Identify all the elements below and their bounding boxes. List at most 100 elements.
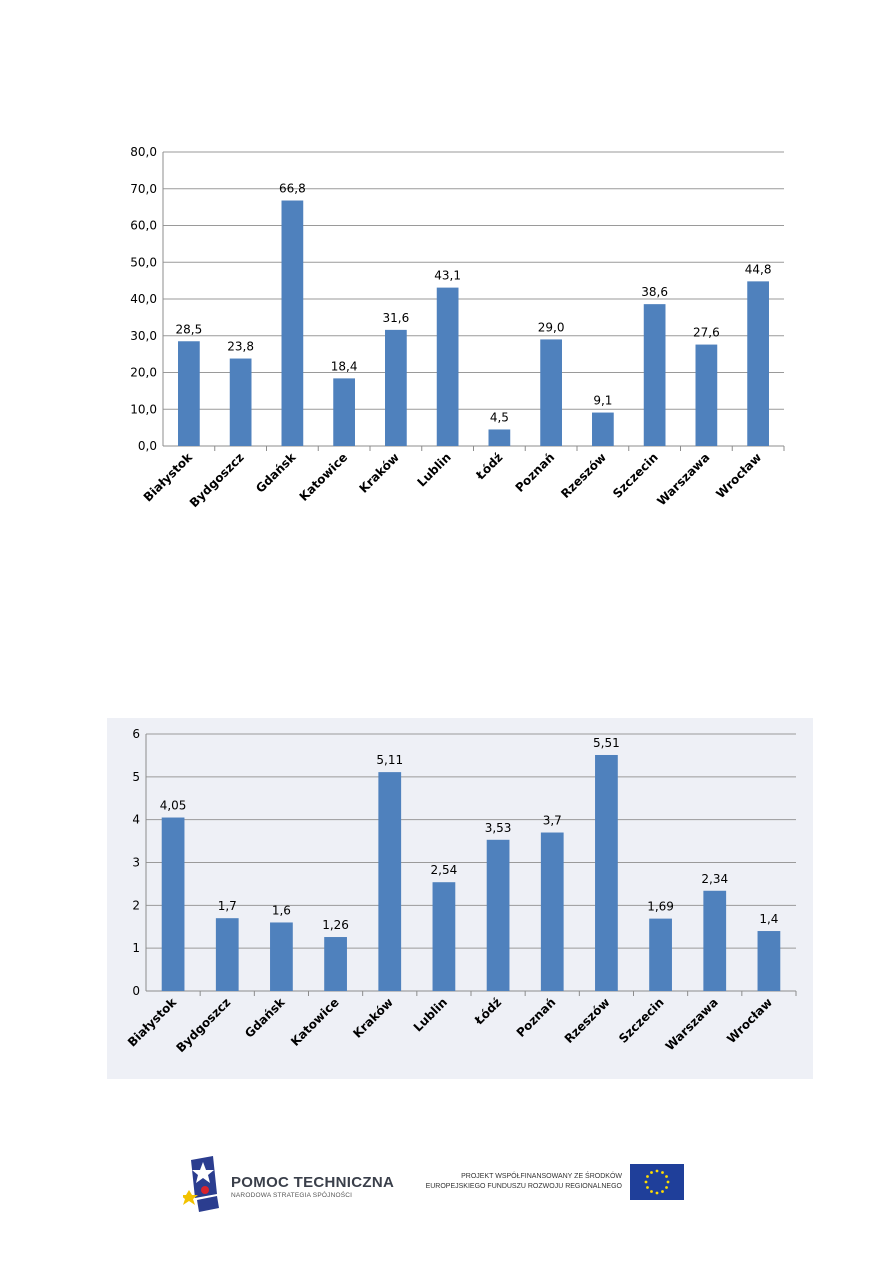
chart1-category-label: Rzeszów — [558, 450, 609, 501]
eu-star-icon — [655, 1169, 659, 1173]
cofinancing-line-1: PROJEKT WSPÓŁFINANSOWANY ZE ŚRODKÓW — [461, 1173, 622, 1180]
chart2-bar — [757, 931, 781, 991]
chart1-data-label: 27,6 — [693, 326, 720, 340]
chart2-data-label: 1,4 — [759, 912, 778, 926]
chart1-y-tick-label: 0,0 — [138, 439, 157, 453]
chart2-bar — [649, 918, 672, 991]
eu-flag-icon — [630, 1164, 684, 1200]
chart1-bar — [333, 378, 355, 446]
chart1-data-label: 28,5 — [176, 322, 203, 336]
chart2-bar — [270, 922, 293, 991]
chart1-bar — [178, 341, 200, 446]
footer-logos: POMOC TECHNICZNA NARODOWA STRATEGIA SPÓJ… — [0, 1150, 893, 1220]
chart2-bar — [486, 839, 510, 991]
chart2-bar — [540, 832, 564, 991]
chart1-bar — [488, 429, 511, 446]
chart1-bar — [592, 412, 614, 446]
eu-star-icon — [655, 1191, 659, 1195]
chart2-y-tick-label: 0 — [132, 984, 140, 998]
chart2-bar — [432, 882, 456, 991]
eu-star-icon — [661, 1171, 664, 1174]
chart1-category-label: Kraków — [357, 450, 402, 495]
star-logo-icon — [183, 1156, 219, 1212]
chart2-category-label: Białystok — [125, 995, 180, 1050]
chart2-bar — [324, 937, 347, 991]
chart2-category-label: Bydgoszcz — [174, 995, 234, 1055]
chart2-category-label: Warszawa — [663, 995, 721, 1053]
chart2-category-label: Kraków — [350, 995, 395, 1040]
chart2-y-tick-label: 5 — [132, 770, 140, 784]
eu-star-icon — [644, 1180, 648, 1184]
chart2-y-tick-label: 4 — [132, 813, 140, 827]
eu-star-icon — [646, 1175, 649, 1178]
chart2-category-label: Poznań — [514, 995, 559, 1040]
chart1-category-label: Poznań — [513, 450, 558, 495]
eu-star-icon — [666, 1180, 670, 1184]
chart1-y-tick-label: 60,0 — [130, 219, 157, 233]
chart2-category-label: Katowice — [288, 995, 342, 1049]
chart1-y-tick-label: 30,0 — [130, 329, 157, 343]
chart1-category-label: Wrocław — [713, 450, 764, 501]
chart2-data-label: 1,26 — [322, 918, 349, 932]
chart1-bar — [747, 281, 769, 446]
bar-chart-1: 0,0 10,0 20,0 30,0 40,0 50,0 60,0 70,0 80,0 28,5 B… — [122, 140, 786, 516]
chart2-data-label: 1,6 — [272, 903, 291, 917]
chart2-bar — [595, 754, 618, 991]
chart2-bar — [161, 817, 185, 991]
chart1-bar — [385, 329, 407, 446]
chart1-category-label: Bydgoszcz — [187, 450, 247, 510]
program-subtitle: NARODOWA STRATEGIA SPÓJNOŚCI — [231, 1192, 353, 1199]
chart1-y-tick-label: 80,0 — [130, 145, 157, 159]
chart1-bar — [436, 287, 459, 446]
chart2-data-label: 2,54 — [431, 863, 458, 877]
chart2-data-label: 5,51 — [593, 736, 620, 750]
chart2-data-label: 5,11 — [376, 753, 403, 767]
chart1-category-label: Gdańsk — [253, 450, 299, 496]
chart1-data-label: 18,4 — [331, 359, 358, 373]
chart1-category-label: Szczecin — [610, 450, 661, 501]
chart2-bar — [215, 918, 239, 991]
chart2-category-label: Łódź — [471, 995, 504, 1028]
cofinancing-text: PROJEKT WSPÓŁFINANSOWANY ZE ŚRODKÓW EURO… — [398, 1172, 622, 1192]
chart2-category-label: Wrocław — [724, 995, 775, 1046]
chart2-y-tick-label: 3 — [132, 856, 140, 870]
chart1-y-tick-label: 20,0 — [130, 366, 157, 380]
chart1-category-label: Lublin — [414, 450, 453, 489]
chart1-bar — [695, 344, 718, 446]
chart1-bar — [229, 358, 252, 446]
chart2-bar — [378, 772, 402, 991]
chart1-y-tick-label: 70,0 — [130, 182, 157, 196]
chart2-category-label: Rzeszów — [562, 995, 613, 1046]
eu-star-icon — [646, 1186, 649, 1189]
chart2-data-label: 3,7 — [543, 814, 562, 828]
bar-chart-1-svg: 0,0 10,0 20,0 30,0 40,0 50,0 60,0 70,0 80,0 28,5 B… — [130, 145, 785, 510]
eu-star-icon — [661, 1190, 664, 1193]
chart2-data-label: 3,53 — [485, 821, 512, 835]
chart2-y-tick-label: 2 — [132, 898, 140, 912]
chart2-data-label: 1,69 — [647, 900, 674, 914]
cofinancing-line-2: EUROPEJSKIEGO FUNDUSZU ROZWOJU REGIONALN… — [425, 1183, 622, 1190]
bar-chart-2-svg: 0 1 2 3 4 5 6 4,05 Białystok 1,7 Bydgoszcz 1,6 Gdańs… — [125, 727, 797, 1055]
chart1-category-label: Białystok — [141, 450, 196, 505]
chart2-bar — [703, 890, 727, 991]
pomoc-techniczna-logo: POMOC TECHNICZNA NARODOWA STRATEGIA SPÓJ… — [183, 1154, 394, 1214]
chart2-y-tick-label: 6 — [132, 727, 140, 741]
eu-star-icon — [665, 1175, 668, 1178]
bar-chart-2: 0 1 2 3 4 5 6 4,05 Białystok 1,7 Bydgoszcz 1,6 Gdańs… — [107, 718, 813, 1079]
chart2-data-label: 4,05 — [160, 799, 187, 813]
chart1-data-label: 38,6 — [641, 285, 668, 299]
chart1-bar — [643, 304, 666, 446]
chart2-data-label: 1,7 — [218, 899, 237, 913]
eu-star-icon — [650, 1171, 653, 1174]
chart1-data-label: 29,0 — [538, 320, 565, 334]
chart1-category-label: Łódź — [473, 450, 506, 483]
chart1-category-label: Warszawa — [654, 450, 712, 508]
chart2-category-label: Lublin — [411, 995, 450, 1034]
chart2-data-label: 2,34 — [701, 872, 728, 886]
chart2-y-tick-label: 1 — [132, 941, 140, 955]
chart1-data-label: 23,8 — [227, 340, 254, 354]
chart1-data-label: 31,6 — [383, 311, 410, 325]
chart1-data-label: 66,8 — [279, 182, 306, 196]
chart1-data-label: 44,8 — [745, 262, 772, 276]
chart1-bar — [540, 339, 562, 446]
